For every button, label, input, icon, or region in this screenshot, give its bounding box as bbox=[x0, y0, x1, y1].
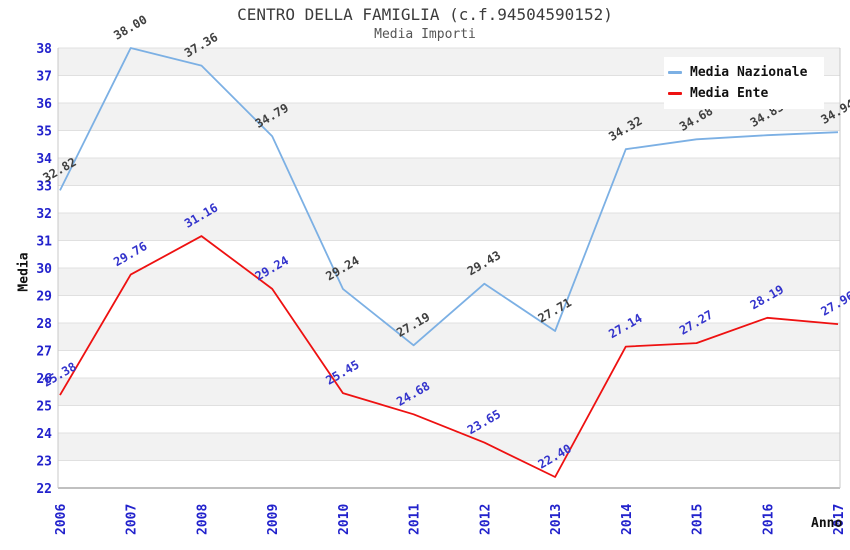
x-tick-label: 2008 bbox=[196, 504, 211, 535]
y-tick-label: 25 bbox=[36, 400, 52, 415]
x-tick-label: 2014 bbox=[620, 504, 635, 535]
x-tick-label: 2017 bbox=[832, 504, 847, 535]
y-tick-label: 33 bbox=[36, 180, 52, 195]
x-tick-label: 2016 bbox=[761, 504, 776, 535]
y-tick-label: 22 bbox=[36, 482, 52, 497]
x-tick-label: 2006 bbox=[54, 504, 69, 535]
x-tick-label: 2010 bbox=[337, 504, 352, 535]
series-line-media-nazionale bbox=[59, 47, 839, 347]
y-axis-title: Media bbox=[16, 252, 32, 292]
y-tick-label: 30 bbox=[36, 262, 52, 277]
series-line-media-ente bbox=[59, 235, 839, 478]
data-label-media-nazionale: 27.71 bbox=[536, 295, 574, 325]
y-tick-label: 35 bbox=[36, 125, 52, 140]
y-tick-label: 24 bbox=[36, 427, 52, 442]
data-label-media-ente: 29.76 bbox=[111, 239, 149, 269]
x-axis-title: Anno bbox=[811, 516, 843, 531]
y-tick-label: 38 bbox=[36, 42, 52, 57]
x-tick-label: 2009 bbox=[266, 504, 281, 535]
x-tick-label: 2013 bbox=[549, 504, 564, 535]
legend-item-media-nazionale: Media Nazionale bbox=[668, 62, 820, 83]
y-tick-label: 26 bbox=[36, 372, 52, 387]
plot-band bbox=[58, 378, 840, 406]
x-tick-label: 2015 bbox=[691, 504, 706, 535]
x-tick-label: 2012 bbox=[478, 504, 493, 535]
y-tick-label: 27 bbox=[36, 345, 52, 360]
y-tick-label: 29 bbox=[36, 290, 52, 305]
y-tick-label: 37 bbox=[36, 70, 52, 85]
plot-band bbox=[58, 213, 840, 241]
x-tick-label: 2007 bbox=[125, 504, 140, 535]
legend-line-marker-icon bbox=[668, 92, 682, 95]
plot-band bbox=[58, 323, 840, 351]
y-tick-label: 36 bbox=[36, 97, 52, 112]
plot-band bbox=[58, 433, 840, 461]
chart-subtitle: Media Importi bbox=[374, 27, 476, 42]
legend-label: Media Nazionale bbox=[690, 65, 808, 80]
legend-item-media-ente: Media Ente bbox=[668, 83, 820, 104]
legend-line-marker-icon bbox=[668, 71, 682, 74]
y-tick-label: 31 bbox=[36, 235, 52, 250]
chart-title: CENTRO DELLA FAMIGLIA (c.f.94504590152) bbox=[237, 5, 613, 24]
legend-label: Media Ente bbox=[690, 86, 769, 101]
y-tick-label: 23 bbox=[36, 455, 52, 470]
y-tick-label: 32 bbox=[36, 207, 52, 222]
y-tick-label: 28 bbox=[36, 317, 52, 332]
plot-band bbox=[58, 158, 840, 186]
plot-band bbox=[58, 268, 840, 296]
y-tick-label: 34 bbox=[36, 152, 52, 167]
x-tick-label: 2011 bbox=[408, 504, 423, 535]
legend: Media Nazionale Media Ente bbox=[664, 57, 824, 109]
